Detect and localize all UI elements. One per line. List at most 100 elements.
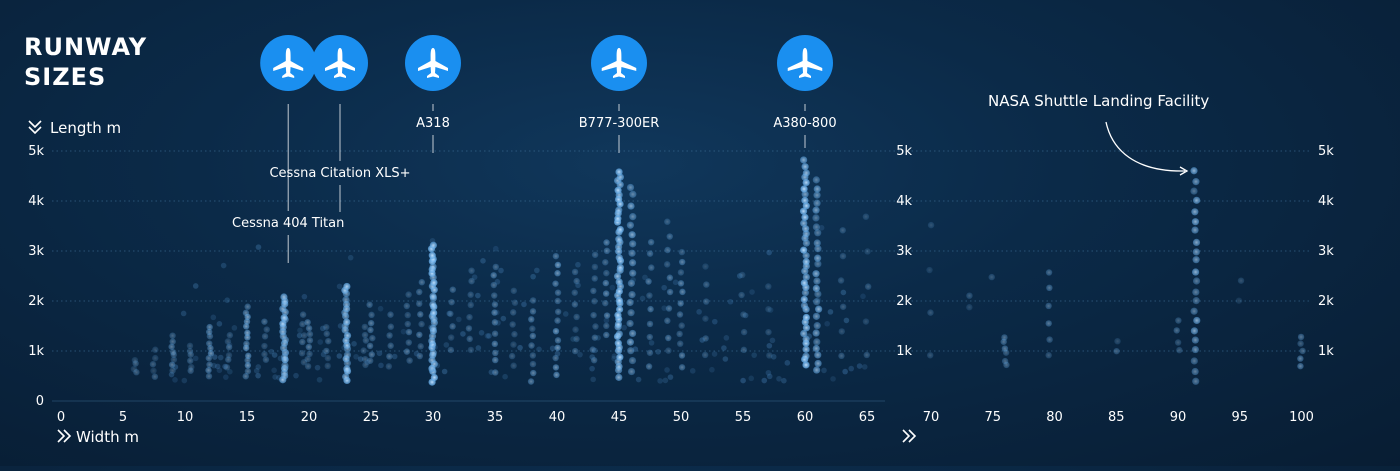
runway-point [1045, 352, 1052, 359]
runway-point [552, 364, 560, 371]
runway-point [570, 336, 576, 342]
runway-point [864, 283, 872, 290]
runway-point [320, 351, 327, 358]
runway-point [626, 338, 634, 346]
runway-point [678, 258, 686, 266]
runway-point [172, 377, 178, 383]
y-axis-label: Length m [50, 119, 121, 137]
runway-point [306, 330, 314, 338]
runway-point [615, 168, 623, 176]
runway-point [430, 309, 438, 317]
runway-point [664, 317, 671, 324]
runway-point [802, 324, 811, 332]
runway-point [602, 259, 609, 266]
chart-title-line-2: SIZES [24, 63, 106, 91]
runway-point [206, 361, 213, 368]
runway-point [627, 202, 635, 210]
x-tick-label: 15 [239, 410, 256, 425]
runway-point [186, 342, 194, 350]
runway-point [448, 298, 455, 306]
aircraft-markers: Cessna 404 Titan Cessna Citation XLS+ A318… [232, 35, 837, 263]
runway-point [498, 267, 504, 274]
runway-point [299, 338, 306, 346]
runway-point [616, 225, 624, 234]
runway-point [815, 296, 821, 303]
runway-point [304, 363, 312, 370]
runway-point [614, 320, 622, 328]
runway-point [1001, 334, 1008, 341]
runway-point [336, 283, 343, 290]
runway-point [554, 344, 561, 351]
runway-point [626, 183, 635, 192]
runway-point [602, 279, 610, 287]
runway-point [376, 350, 383, 357]
runway-point [192, 355, 199, 362]
runway-point [299, 311, 307, 318]
runway-point [701, 351, 709, 359]
x-tick-label: 60 [797, 410, 814, 425]
runway-point [663, 261, 671, 268]
runway-point [357, 356, 364, 362]
x-tick-label: 45 [611, 410, 628, 425]
runway-point [416, 300, 423, 307]
runway-point [1297, 355, 1304, 362]
runway-point [800, 219, 808, 227]
runway-point [812, 214, 820, 222]
runway-point [1297, 340, 1304, 347]
runway-point [366, 301, 373, 308]
runway-point [843, 317, 850, 324]
runway-point [666, 288, 674, 296]
runway-point [838, 328, 845, 335]
runway-point [534, 267, 540, 274]
runway-point [1193, 196, 1201, 204]
runway-point [927, 221, 935, 229]
runway-point [613, 272, 622, 280]
x-tick-label: 25 [363, 410, 380, 425]
runway-point [223, 364, 231, 371]
runway-point [509, 321, 516, 328]
runway-point [149, 361, 157, 368]
runway-point [727, 298, 734, 305]
runway-point [391, 353, 398, 360]
runway-point [343, 318, 351, 326]
runway-point [429, 263, 437, 271]
runway-point [449, 286, 457, 293]
runway-point [812, 206, 820, 214]
runway-point [552, 252, 560, 260]
runway-point [696, 309, 702, 315]
runway-point [169, 332, 176, 339]
runway-point [325, 337, 332, 345]
runway-point [428, 251, 436, 259]
runway-point [678, 364, 686, 371]
runway-point [766, 342, 773, 349]
runway-point [702, 263, 709, 270]
runway-point [767, 307, 774, 313]
runway-point [1192, 238, 1201, 246]
runway-point [404, 320, 411, 328]
runway-point [305, 325, 313, 332]
runway-point [666, 233, 673, 240]
runway-point [646, 349, 654, 356]
aircraft-label: B777-300ER [579, 116, 659, 131]
runway-point [360, 347, 367, 354]
y-tick-label-right: 2k [1318, 294, 1334, 309]
runway-point [262, 356, 270, 363]
y-tick-label-right: 3k [1318, 244, 1334, 259]
runway-point [362, 361, 369, 369]
runway-point [627, 279, 635, 287]
runway-point [490, 281, 498, 289]
runway-point [467, 301, 474, 309]
runway-point [647, 305, 654, 313]
runway-point [927, 309, 934, 316]
runway-point [343, 351, 352, 359]
plane-bizjet-icon [312, 35, 368, 91]
runway-point [721, 345, 727, 351]
aircraft-label: A380-800 [773, 116, 836, 131]
runway-point [813, 185, 821, 193]
runway-point [603, 239, 610, 246]
runway-point [1237, 277, 1245, 284]
runway-point [802, 258, 810, 266]
runway-point [243, 340, 250, 347]
runway-point [629, 190, 637, 198]
runway-point [271, 352, 278, 358]
